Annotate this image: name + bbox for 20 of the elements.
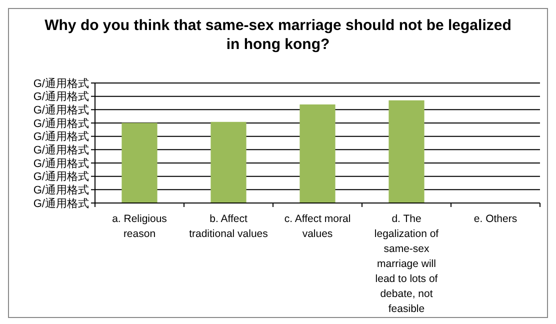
x-tick-label: e. Others	[474, 213, 518, 225]
text: G/通用格式	[33, 158, 89, 170]
bar	[388, 100, 424, 203]
bar	[210, 122, 246, 203]
bar	[122, 122, 158, 203]
text: G/通用格式	[33, 196, 89, 210]
bar	[300, 104, 336, 203]
x-tick-label: a. Religious reason	[112, 213, 167, 240]
text: G/通用格式	[33, 171, 89, 184]
text: G/通用格式	[33, 78, 89, 90]
text: G/通用格式	[33, 144, 89, 157]
text: G/通用格式	[33, 131, 89, 144]
text: G/通用格式	[33, 118, 89, 130]
text: G/通用格式	[33, 91, 89, 104]
x-tick-label: d. The legalization of same-sex marriage will lead to lots of debate, not feasible	[374, 213, 439, 315]
x-tick-label: b. Affect traditional values	[189, 213, 268, 240]
x-tick-label: c. Affect moral values	[284, 213, 351, 240]
chart-title: Why do you think that same-sex marriage should not be legalized in hong kong?	[44, 17, 512, 53]
text: G/通用格式	[33, 104, 89, 117]
text: G/通用格式	[33, 184, 89, 197]
